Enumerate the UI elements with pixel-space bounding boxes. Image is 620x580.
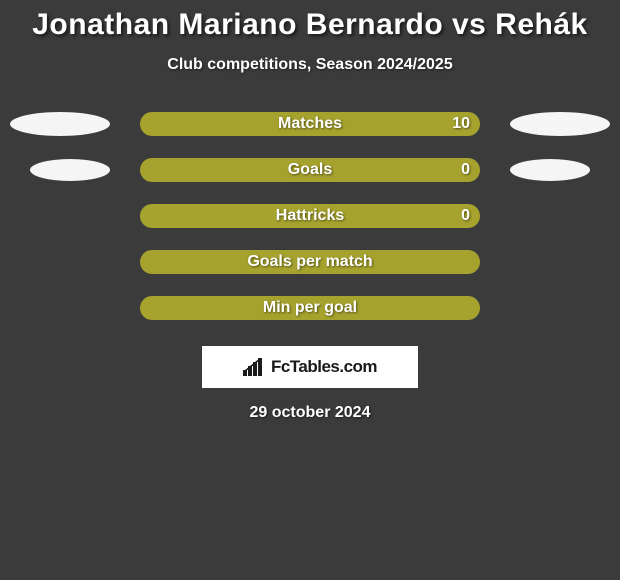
stat-bar: Matches 10 <box>140 112 480 136</box>
stat-label: Goals <box>288 161 332 179</box>
logo-text: FcTables.com <box>271 357 377 377</box>
left-player-marker <box>30 159 110 181</box>
page-title: Jonathan Mariano Bernardo vs Rehák <box>32 8 587 42</box>
stat-row-goals-per-match: Goals per match <box>0 250 620 274</box>
stat-bar: Goals per match <box>140 250 480 274</box>
left-player-marker <box>10 112 110 136</box>
stat-value: 10 <box>452 115 470 133</box>
stat-row-hattricks: Hattricks 0 <box>0 204 620 228</box>
stat-bar: Min per goal <box>140 296 480 320</box>
stat-bar: Goals 0 <box>140 158 480 182</box>
stat-label: Hattricks <box>276 207 344 225</box>
right-player-marker <box>510 159 590 181</box>
stat-label: Goals per match <box>247 253 372 271</box>
stat-row-min-per-goal: Min per goal <box>0 296 620 320</box>
date-label: 29 october 2024 <box>250 404 371 422</box>
stats-list: Matches 10 Goals 0 Hattricks 0 <box>0 112 620 320</box>
stat-label: Min per goal <box>263 299 357 317</box>
right-player-marker <box>510 112 610 136</box>
bars-chart-icon <box>243 358 265 376</box>
stat-bar: Hattricks 0 <box>140 204 480 228</box>
stat-row-matches: Matches 10 <box>0 112 620 136</box>
stat-row-goals: Goals 0 <box>0 158 620 182</box>
stat-value: 0 <box>461 207 470 225</box>
fctables-logo: FcTables.com <box>202 346 418 388</box>
stats-comparison-card: Jonathan Mariano Bernardo vs Rehák Club … <box>0 0 620 580</box>
stat-value: 0 <box>461 161 470 179</box>
subtitle: Club competitions, Season 2024/2025 <box>167 56 452 74</box>
stat-label: Matches <box>278 115 342 133</box>
